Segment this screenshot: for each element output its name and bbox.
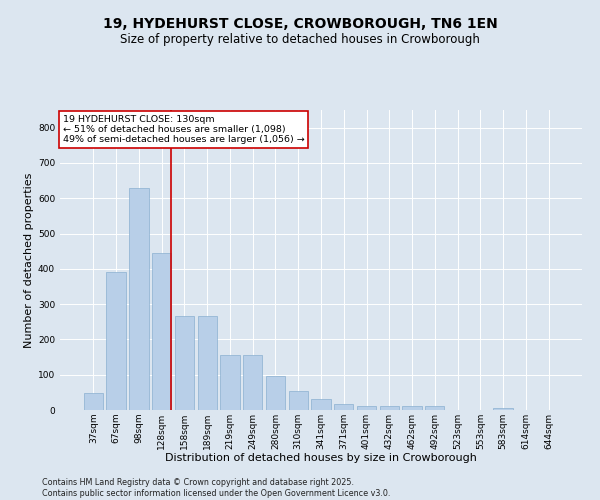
Bar [403,406,422,410]
Text: 19, HYDEHURST CLOSE, CROWBOROUGH, TN6 1EN: 19, HYDEHURST CLOSE, CROWBOROUGH, TN6 1E… [103,18,497,32]
Bar [311,400,331,410]
Bar [129,188,149,410]
Bar [220,356,239,410]
Text: 19 HYDEHURST CLOSE: 130sqm
← 51% of detached houses are smaller (1,098)
49% of s: 19 HYDEHURST CLOSE: 130sqm ← 51% of deta… [62,114,304,144]
Text: Size of property relative to detached houses in Crowborough: Size of property relative to detached ho… [120,32,480,46]
Bar [289,390,308,410]
Bar [266,376,285,410]
Bar [380,406,399,410]
Bar [334,404,353,410]
Bar [197,316,217,410]
Bar [175,316,194,410]
Bar [493,408,513,410]
Bar [357,406,376,410]
Bar [84,394,103,410]
Bar [106,272,126,410]
Text: Contains HM Land Registry data © Crown copyright and database right 2025.
Contai: Contains HM Land Registry data © Crown c… [42,478,391,498]
X-axis label: Distribution of detached houses by size in Crowborough: Distribution of detached houses by size … [165,454,477,464]
Y-axis label: Number of detached properties: Number of detached properties [24,172,34,348]
Bar [243,356,262,410]
Bar [152,253,172,410]
Bar [425,406,445,410]
